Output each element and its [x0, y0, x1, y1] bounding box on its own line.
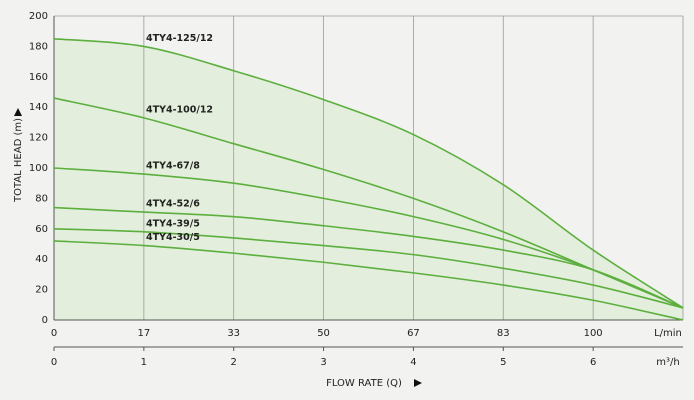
y-axis-label: TOTAL HEAD (m)	[13, 118, 24, 203]
y-tick-label: 120	[29, 133, 48, 144]
curve	[53, 228, 684, 309]
x2-tick-label: 0	[51, 328, 57, 339]
y-tick-label: 140	[29, 102, 48, 113]
x-tick-label: 3	[320, 357, 326, 368]
curve	[53, 240, 684, 321]
x2-unit: L/min	[654, 328, 682, 339]
y-arrow	[14, 108, 22, 116]
series-label: 4TY4-52/6	[146, 199, 200, 210]
y-tick-label: 60	[35, 224, 48, 235]
y-tick-label: 100	[29, 163, 48, 174]
y-tick-label: 80	[35, 193, 48, 204]
y-tick-label: 20	[35, 285, 48, 296]
y-tick-label: 200	[29, 11, 48, 22]
x-axis-label: FLOW RATE (Q)	[326, 378, 402, 389]
x-tick-label: 2	[231, 357, 237, 368]
x-unit: m³/h	[656, 357, 679, 368]
series-label: 4TY4-30/5	[146, 232, 200, 243]
y-tick-label: 160	[29, 72, 48, 83]
series-label: 4TY4-125/12	[146, 33, 213, 44]
x2-tick-label: 50	[317, 328, 330, 339]
area-fill	[54, 38, 683, 321]
x-tick-label: 6	[590, 357, 596, 368]
x2-tick-label: 17	[138, 328, 151, 339]
x-tick-label: 0	[51, 357, 57, 368]
x2-tick-label: 33	[227, 328, 240, 339]
curve	[53, 38, 684, 309]
x-tick-label: 4	[410, 357, 416, 368]
x-tick-label: 5	[500, 357, 506, 368]
y-tick-label: 180	[29, 41, 48, 52]
series-label: 4TY4-67/8	[146, 161, 200, 172]
x2-tick-label: 67	[407, 328, 420, 339]
x2-tick-label: 83	[497, 328, 510, 339]
x-tick-label: 1	[141, 357, 147, 368]
y-tick-label: 40	[35, 254, 48, 265]
series-label: 4TY4-100/12	[146, 104, 213, 115]
series-label: 4TY4-39/5	[146, 218, 200, 229]
y-tick-label: 0	[42, 315, 48, 326]
x2-tick-label: 100	[584, 328, 603, 339]
x-arrow	[414, 379, 422, 387]
curve	[53, 206, 684, 309]
